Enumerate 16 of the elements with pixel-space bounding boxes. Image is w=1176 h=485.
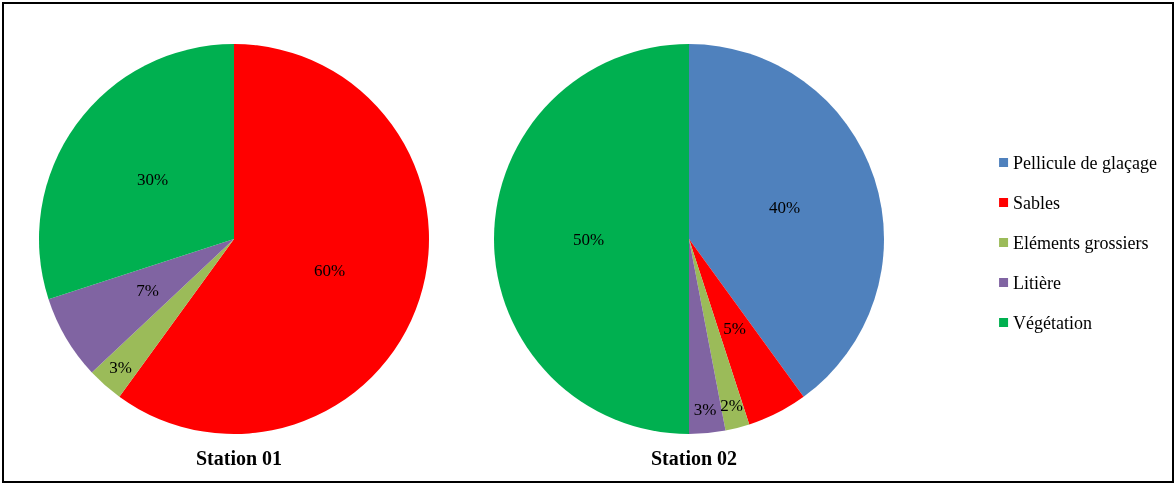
text: Station 02	[650, 447, 738, 469]
data-label: 60%	[314, 260, 346, 280]
data-label: 3%	[693, 400, 717, 420]
data-label: 30%	[137, 170, 169, 190]
data-label: 7%	[136, 280, 159, 300]
data-label: 5%	[723, 319, 746, 339]
data-label: 50%	[572, 229, 605, 249]
legend-label: Eléments grossiers	[1013, 232, 1149, 253]
data-label: 40%	[769, 198, 801, 218]
text: Station 01	[195, 447, 283, 469]
legend-label: Sables	[1013, 192, 1061, 213]
data-label: 2%	[720, 395, 744, 415]
legend-label: Végétation	[1013, 312, 1093, 333]
data-label: 3%	[109, 358, 132, 378]
legend-label: Litière	[1013, 272, 1062, 293]
legend-label: Pellicule de glaçage	[1013, 152, 1158, 173]
